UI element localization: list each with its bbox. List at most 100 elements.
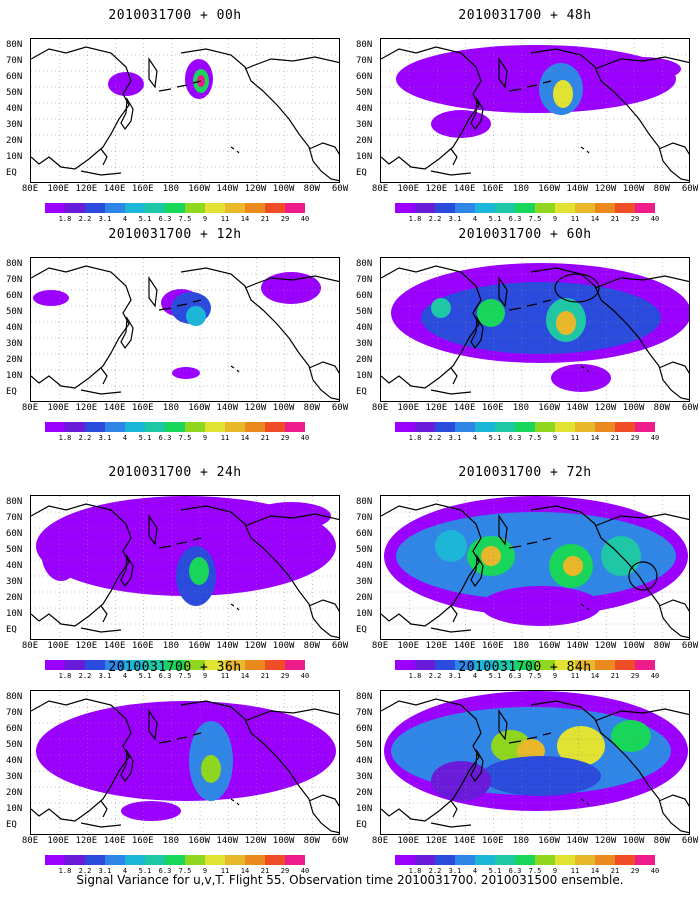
colorbar-tick-label: 1.8 — [58, 434, 72, 442]
coastline — [230, 365, 240, 373]
lon-tick-label: 100E — [397, 184, 420, 194]
colorbar-swatch — [145, 660, 165, 670]
colorbar-tick-label: 14 — [240, 867, 250, 875]
lon-tick-label: 160E — [131, 641, 154, 651]
colorbar-swatch — [555, 422, 575, 432]
coastline — [530, 700, 689, 834]
colorbar-tick-label: 21 — [610, 215, 620, 223]
colorbar-tick-label: 5.1 — [138, 867, 152, 875]
coastline — [381, 698, 482, 822]
colorbar-labels: 1.8 2.2 3.1 4 5.1 6.3 7.5 9 11 14 21 29 40 — [45, 867, 310, 876]
variance-shading — [121, 801, 181, 821]
variance-shading — [201, 755, 221, 783]
colorbar-tick-label: 7.5 — [178, 867, 192, 875]
variance-shading — [172, 367, 200, 379]
colorbar-tick-label: 2.2 — [78, 434, 92, 442]
colorbar-labels: 1.8 2.2 3.1 4 5.1 6.3 7.5 9 11 14 21 29 40 — [395, 434, 660, 443]
colorbar-swatch — [105, 855, 125, 865]
lon-tick-label: 160E — [131, 836, 154, 846]
lat-tick-label: 30N — [6, 772, 23, 782]
coastline — [31, 46, 132, 170]
lat-tick-label: 60N — [356, 529, 373, 539]
coastline — [80, 367, 122, 395]
colorbar-tick-label: 29 — [630, 867, 640, 875]
lat-tick-label: 40N — [6, 104, 23, 114]
colorbar-tick-label: 6.3 — [508, 867, 522, 875]
lat-tick-label: 20N — [6, 355, 23, 365]
map-canvas — [381, 496, 689, 639]
variance-shading — [557, 726, 605, 766]
lon-tick-label: 80W — [653, 184, 670, 194]
coastline — [580, 798, 590, 806]
coastline — [244, 275, 339, 289]
colorbar-tick-label: 5.1 — [488, 215, 502, 223]
lon-tick-label: 60W — [681, 184, 699, 194]
colorbar-swatch — [415, 660, 435, 670]
variance-shading — [36, 701, 336, 801]
colorbar-tick-label: 29 — [630, 672, 640, 680]
lat-tick-label: 40N — [356, 756, 373, 766]
lon-tick-label: 100W — [272, 836, 295, 846]
coastline — [658, 794, 689, 807]
colorbar-tick-label: 6.3 — [508, 434, 522, 442]
coastline — [308, 142, 339, 155]
lon-tick-label: 180 — [512, 641, 530, 651]
lon-tick-label: 100W — [622, 403, 645, 413]
coastline — [158, 537, 202, 549]
lon-tick-label: 60W — [681, 836, 699, 846]
colorbar-swatch — [225, 660, 245, 670]
lat-tick-label: 10N — [6, 609, 23, 619]
map-frame — [30, 257, 340, 402]
lat-tick-label: 70N — [356, 708, 373, 718]
lon-tick-label: 60W — [331, 641, 349, 651]
lon-tick-label: 160W — [188, 403, 210, 413]
colorbar-swatch — [185, 660, 205, 670]
colorbar-swatch — [185, 855, 205, 865]
colorbar-tick-label: 7.5 — [178, 434, 192, 442]
colorbar — [395, 855, 655, 865]
lat-tick-label: 10N — [6, 371, 23, 381]
lat-tick-label: 60N — [6, 529, 23, 539]
lon-tick-label: 80E — [371, 641, 389, 651]
colorbar-swatch — [495, 855, 515, 865]
coastline — [148, 709, 158, 741]
lon-tick-label: 80W — [303, 184, 320, 194]
colorbar-tick-label: 11 — [570, 867, 580, 875]
coastline — [148, 276, 158, 308]
lat-tick-label: 50N — [356, 88, 373, 98]
colorbar-labels: 1.8 2.2 3.1 4 5.1 6.3 7.5 9 11 14 21 29 40 — [395, 672, 660, 681]
variance-shading — [33, 290, 69, 306]
lon-tick-label: 120W — [594, 836, 617, 846]
colorbar-swatch — [515, 855, 535, 865]
colorbar-swatch — [415, 422, 435, 432]
lon-tick-label: 120W — [594, 641, 617, 651]
lon-tick-label: 120W — [244, 403, 267, 413]
colorbar-tick-label: 14 — [590, 867, 600, 875]
lon-tick-label: 180 — [162, 184, 180, 194]
colorbar-swatch — [245, 203, 265, 213]
lon-tick-label: 80E — [21, 184, 39, 194]
coastline — [508, 537, 552, 549]
colorbar-swatch — [515, 660, 535, 670]
colorbar-tick-label: 11 — [220, 867, 230, 875]
variance-shading — [611, 720, 651, 752]
lat-tick-label: 60N — [356, 724, 373, 734]
lon-tick-label: 100E — [47, 184, 70, 194]
coastline — [594, 513, 689, 527]
lon-tick-label: 60W — [681, 641, 699, 651]
coastline — [120, 749, 134, 783]
colorbar-tick-label: 5.1 — [138, 434, 152, 442]
lat-tick-label: 10N — [356, 152, 373, 162]
colorbar-swatch — [635, 660, 655, 670]
lon-tick-label: 100E — [397, 641, 420, 651]
lon-tick-label: 140E — [453, 641, 476, 651]
lon-tick-label: 100W — [622, 184, 645, 194]
colorbar-swatch — [205, 855, 225, 865]
coastline — [31, 265, 132, 389]
lon-tick-label: 60W — [331, 403, 349, 413]
variance-shading — [108, 72, 144, 96]
colorbar-tick-label: 4 — [122, 867, 128, 875]
lat-tick-label: 20N — [356, 355, 373, 365]
lat-tick-label: 80N — [356, 40, 373, 50]
colorbar-swatch — [185, 422, 205, 432]
